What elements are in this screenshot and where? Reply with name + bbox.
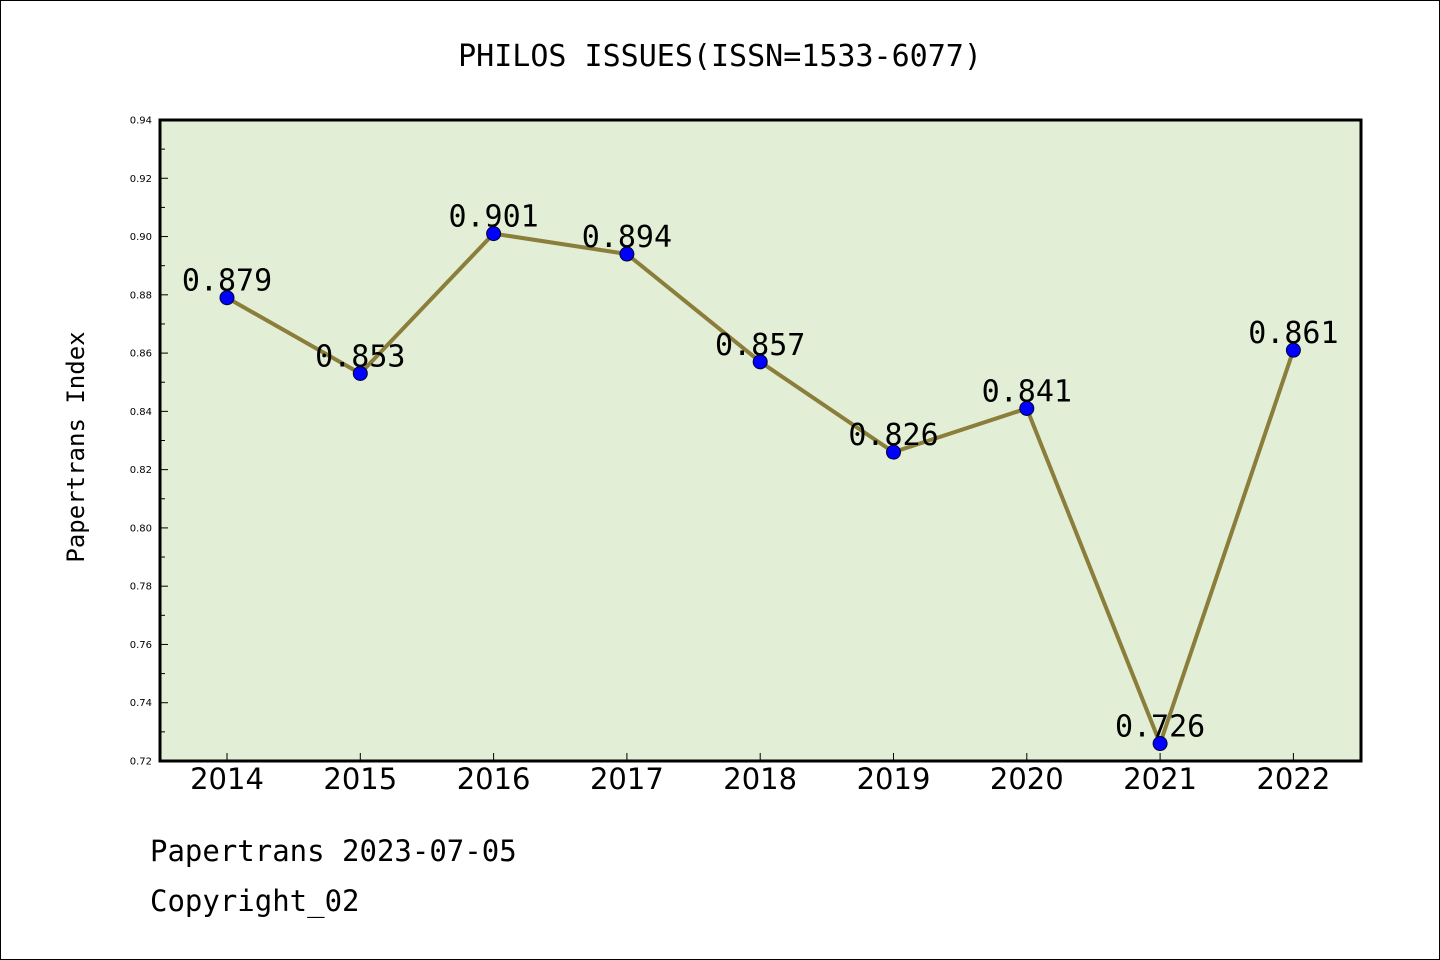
x-tick-label: 2022 (1256, 762, 1330, 796)
y-axis-label: Papertrans Index (62, 331, 90, 562)
footer-date: Papertrans 2023-07-05 (150, 834, 517, 868)
data-point (752, 354, 768, 370)
x-tick-label: 2020 (990, 762, 1064, 796)
y-tick-label: 0.86 (130, 349, 152, 360)
y-axis-ticks: 0.72 0.74 0.76 0.78 0.80 0.82 0.84 0.86 0.88 0.90… (130, 116, 168, 768)
y-tick-label: 0.88 (130, 290, 152, 301)
data-label: 0.853 (315, 339, 405, 374)
data-label: 0.841 (982, 374, 1072, 409)
y-tick-label: 0.80 (130, 523, 152, 534)
y-tick-label: 0.78 (130, 582, 152, 593)
y-tick-label: 0.72 (130, 757, 152, 768)
plot-area (158, 118, 1363, 763)
data-label: 0.894 (582, 220, 672, 255)
data-point (1285, 342, 1301, 358)
y-tick-label: 0.94 (130, 116, 152, 127)
data-markers (219, 226, 1301, 752)
data-point (1152, 736, 1168, 752)
data-label: 0.861 (1248, 316, 1338, 351)
data-point (219, 290, 235, 306)
data-point (486, 226, 502, 242)
y-tick-label: 0.92 (130, 174, 152, 185)
x-tick-label: 2016 (457, 762, 531, 796)
footer-copyright: Copyright_02 (150, 884, 360, 918)
y-tick-label: 0.90 (130, 232, 152, 243)
y-tick-label: 0.76 (130, 640, 152, 651)
x-tick-label: 2014 (190, 762, 264, 796)
x-tick-label: 2021 (1123, 762, 1197, 796)
chart-title: PHILOS ISSUES(ISSN=1533-6077) (458, 39, 982, 74)
x-tick-label: 2017 (590, 762, 664, 796)
x-tick-label: 2019 (857, 762, 931, 796)
data-label: 0.879 (182, 264, 272, 299)
x-axis-ticks: 2014 2015 2016 2017 2018 2019 2020 2021 2022 (190, 753, 1330, 796)
x-tick-label: 2018 (723, 762, 797, 796)
data-labels: 0.879 0.853 0.901 0.894 0.857 0.826 0.841 0.726… (182, 200, 1339, 745)
data-point (1019, 400, 1035, 416)
y-tick-label: 0.74 (130, 698, 152, 709)
data-point (886, 444, 901, 460)
data-label: 0.901 (448, 200, 538, 235)
x-tick-label: 2015 (323, 762, 397, 796)
data-label: 0.826 (848, 418, 938, 453)
data-point (352, 365, 368, 381)
y-tick-label: 0.82 (130, 465, 152, 476)
data-point (619, 246, 635, 262)
y-tick-label: 0.84 (130, 407, 152, 418)
data-label: 0.857 (715, 328, 805, 363)
data-label: 0.726 (1115, 710, 1205, 745)
